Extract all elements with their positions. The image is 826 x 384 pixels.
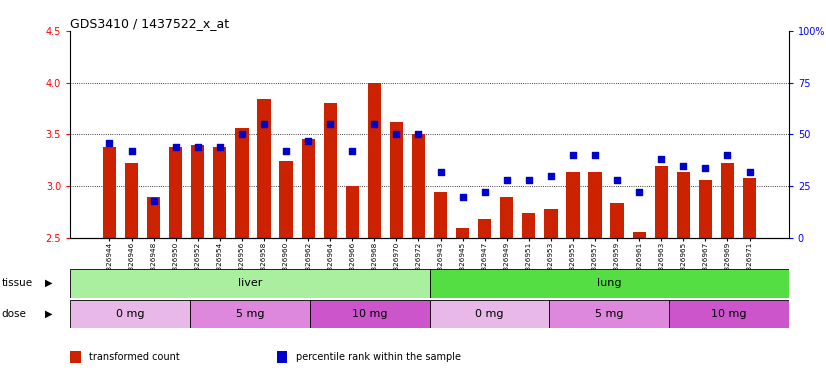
Bar xyxy=(434,192,447,238)
Bar xyxy=(390,122,403,238)
Text: dose: dose xyxy=(2,309,26,319)
Text: transformed count: transformed count xyxy=(89,352,180,362)
Point xyxy=(125,148,138,154)
Bar xyxy=(610,203,624,238)
Text: 5 mg: 5 mg xyxy=(595,309,624,319)
Point xyxy=(235,131,249,137)
Point xyxy=(676,162,690,169)
Point xyxy=(213,144,226,150)
Point xyxy=(279,148,292,154)
Point xyxy=(501,177,514,183)
Point xyxy=(743,169,756,175)
Text: 0 mg: 0 mg xyxy=(475,309,504,319)
Bar xyxy=(125,164,138,238)
Bar xyxy=(478,219,491,238)
Point xyxy=(610,177,624,183)
Point xyxy=(368,121,381,127)
Bar xyxy=(501,197,514,238)
Bar xyxy=(430,269,789,298)
Point xyxy=(633,189,646,195)
Bar xyxy=(345,186,358,238)
Point xyxy=(522,177,535,183)
Text: 10 mg: 10 mg xyxy=(711,309,747,319)
Point xyxy=(258,121,271,127)
Bar xyxy=(721,164,734,238)
Point xyxy=(103,140,116,146)
Bar xyxy=(567,172,580,238)
Bar xyxy=(633,232,646,238)
Bar xyxy=(301,139,315,238)
Point xyxy=(345,148,358,154)
Bar xyxy=(70,300,190,328)
Point xyxy=(567,152,580,158)
Text: lung: lung xyxy=(597,278,621,288)
Bar xyxy=(655,166,668,238)
Bar xyxy=(549,300,669,328)
Bar xyxy=(412,134,425,238)
Point xyxy=(721,152,734,158)
Point xyxy=(147,198,160,204)
Bar xyxy=(324,103,337,238)
Bar xyxy=(544,209,558,238)
Bar xyxy=(235,128,249,238)
Bar xyxy=(743,178,756,238)
Text: 0 mg: 0 mg xyxy=(116,309,145,319)
Point xyxy=(699,164,712,170)
Bar xyxy=(522,213,535,238)
Point xyxy=(169,144,183,150)
Text: tissue: tissue xyxy=(2,278,33,288)
Bar xyxy=(456,228,469,238)
Text: ▶: ▶ xyxy=(45,309,52,319)
Bar xyxy=(588,172,601,238)
Bar xyxy=(258,99,271,238)
Point xyxy=(588,152,601,158)
Point xyxy=(390,131,403,137)
Bar xyxy=(676,172,690,238)
Bar xyxy=(669,300,789,328)
Bar xyxy=(368,83,381,238)
Text: 10 mg: 10 mg xyxy=(352,309,387,319)
Point xyxy=(478,189,491,195)
Bar xyxy=(147,197,160,238)
Bar xyxy=(699,180,712,238)
Bar xyxy=(191,145,204,238)
Bar xyxy=(430,300,549,328)
Bar xyxy=(279,161,292,238)
Point xyxy=(324,121,337,127)
Point xyxy=(655,156,668,162)
Point xyxy=(301,137,315,144)
Text: ▶: ▶ xyxy=(45,278,52,288)
Point xyxy=(434,169,447,175)
Text: GDS3410 / 1437522_x_at: GDS3410 / 1437522_x_at xyxy=(70,17,230,30)
Bar xyxy=(169,147,183,238)
Point xyxy=(191,144,204,150)
Bar xyxy=(310,300,430,328)
Bar xyxy=(190,300,310,328)
Point xyxy=(412,131,425,137)
Text: liver: liver xyxy=(238,278,262,288)
Text: 5 mg: 5 mg xyxy=(235,309,264,319)
Bar xyxy=(103,147,116,238)
Bar xyxy=(213,147,226,238)
Point xyxy=(544,173,558,179)
Bar xyxy=(70,269,430,298)
Point xyxy=(456,194,469,200)
Text: percentile rank within the sample: percentile rank within the sample xyxy=(296,352,461,362)
